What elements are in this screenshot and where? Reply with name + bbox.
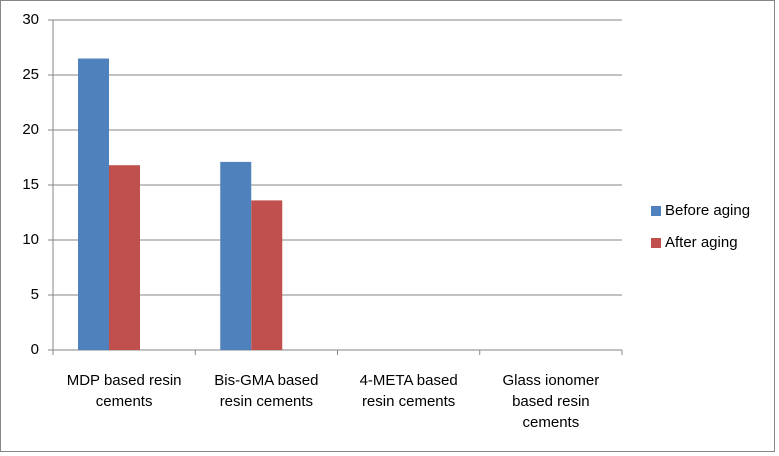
x-tick-label: Glass ionomer based resin cements [502, 372, 600, 431]
y-tick-label: 0 [31, 341, 39, 358]
bar [78, 58, 109, 350]
legend-label: After aging [665, 234, 738, 251]
y-tick-label: 15 [22, 176, 39, 193]
x-tick-label: 4-META based resin cements [359, 372, 458, 410]
legend-swatch [651, 238, 661, 248]
y-tick-label: 25 [22, 66, 39, 83]
bar [251, 200, 283, 350]
legend-swatch [651, 206, 661, 216]
y-tick-label: 20 [22, 121, 39, 138]
bar [109, 165, 140, 350]
y-tick-label: 10 [22, 231, 39, 248]
y-tick-label: 5 [31, 286, 39, 303]
bar [220, 161, 252, 350]
y-tick-label: 30 [22, 11, 39, 28]
x-tick-label: Bis-GMA based resin cements [214, 372, 319, 410]
x-tick-label: MDP based resin cements [66, 372, 182, 410]
legend-label: Before aging [665, 202, 750, 219]
